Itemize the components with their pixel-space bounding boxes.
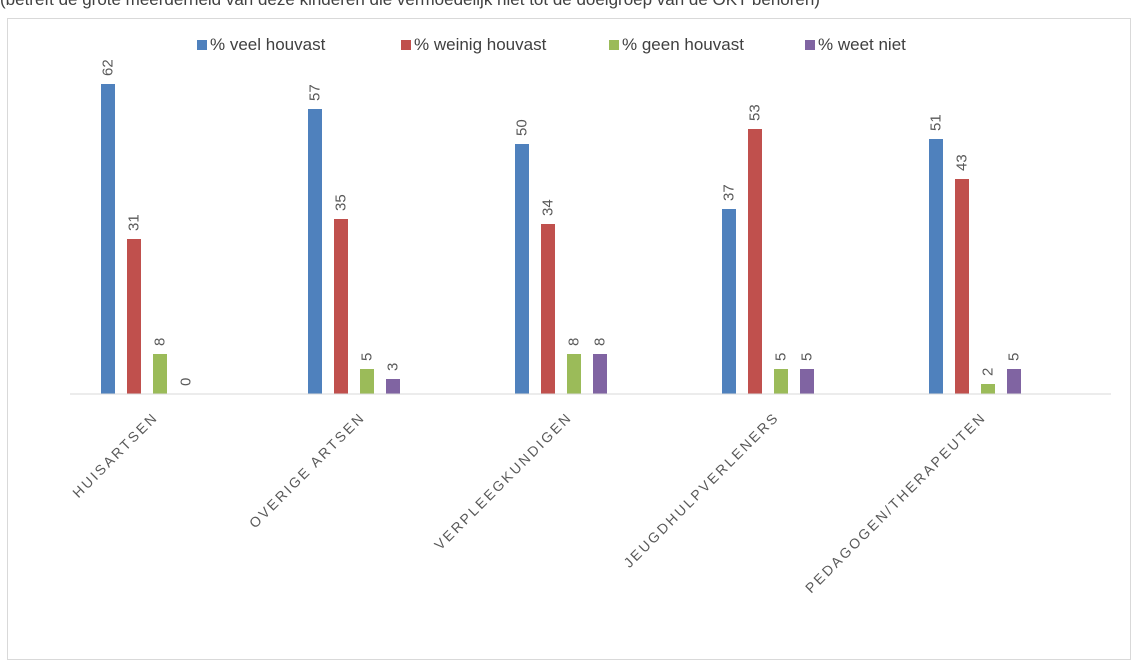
data-label-pedagogen-therapeuten-weinig-houvast: 43 <box>954 154 971 171</box>
bar-verpleegkundigen-weet-niet <box>593 354 607 394</box>
category-label-pedagogen-therapeuten: PEDAGOGEN/THERAPEUTEN <box>802 409 989 596</box>
legend: % veel houvast % weinig houvast % geen hou… <box>197 35 906 54</box>
data-label-overige-artsen-weet-niet: 3 <box>385 363 402 371</box>
bar-overige-artsen-weet-niet <box>386 379 400 394</box>
bar-chart: % veel houvast % weinig houvast % geen hou… <box>69 35 1111 596</box>
legend-swatch-weinig-houvast <box>401 40 411 50</box>
category-label-overige-artsen: OVERIGE ARTSEN <box>246 409 368 531</box>
bar-pedagogen-therapeuten-geen-houvast <box>981 384 995 394</box>
data-label-verpleegkundigen-weet-niet: 8 <box>592 338 609 346</box>
bar-jeugdhulpverleners-weet-niet <box>800 369 814 394</box>
data-label-overige-artsen-geen-houvast: 5 <box>359 353 376 361</box>
data-label-pedagogen-therapeuten-geen-houvast: 2 <box>980 368 997 376</box>
data-label-verpleegkundigen-weinig-houvast: 34 <box>540 199 557 216</box>
data-label-pedagogen-therapeuten-weet-niet: 5 <box>1006 353 1023 361</box>
data-label-verpleegkundigen-geen-houvast: 8 <box>566 338 583 346</box>
bar-pedagogen-therapeuten-weet-niet <box>1007 369 1021 394</box>
chart-frame: % veel houvast % weinig houvast % geen hou… <box>7 18 1131 660</box>
data-label-huisartsen-weinig-houvast: 31 <box>126 214 143 231</box>
bar-overige-artsen-veel-houvast <box>308 109 322 394</box>
data-label-overige-artsen-veel-houvast: 57 <box>307 84 324 101</box>
category-label-jeugdhulpverleners: JEUGDHULPVERLENERS <box>620 409 782 571</box>
legend-swatch-geen-houvast <box>609 40 619 50</box>
bars <box>101 84 1021 394</box>
bar-verpleegkundigen-veel-houvast <box>515 144 529 394</box>
legend-label-geen-houvast: % geen houvast <box>622 35 744 54</box>
category-labels: HUISARTSEN OVERIGE ARTSEN VERPLEEGKUNDIGEN… <box>69 409 989 596</box>
bar-jeugdhulpverleners-geen-houvast <box>774 369 788 394</box>
bar-verpleegkundigen-weinig-houvast <box>541 224 555 394</box>
bar-huisartsen-geen-houvast <box>153 354 167 394</box>
legend-swatch-veel-houvast <box>197 40 207 50</box>
bar-overige-artsen-geen-houvast <box>360 369 374 394</box>
bar-pedagogen-therapeuten-veel-houvast <box>929 139 943 394</box>
bar-jeugdhulpverleners-weinig-houvast <box>748 129 762 394</box>
bar-huisartsen-veel-houvast <box>101 84 115 394</box>
data-label-huisartsen-geen-houvast: 8 <box>152 338 169 346</box>
category-label-huisartsen: HUISARTSEN <box>69 409 161 501</box>
data-label-jeugdhulpverleners-weinig-houvast: 53 <box>747 104 764 121</box>
legend-label-weet-niet: % weet niet <box>818 35 906 54</box>
bar-overige-artsen-weinig-houvast <box>334 219 348 394</box>
category-label-verpleegkundigen: VERPLEEGKUNDIGEN <box>431 409 575 553</box>
legend-label-veel-houvast: % veel houvast <box>210 35 326 54</box>
data-label-jeugdhulpverleners-weet-niet: 5 <box>799 353 816 361</box>
bar-jeugdhulpverleners-veel-houvast <box>722 209 736 394</box>
legend-label-weinig-houvast: % weinig houvast <box>414 35 547 54</box>
bar-verpleegkundigen-geen-houvast <box>567 354 581 394</box>
data-label-jeugdhulpverleners-veel-houvast: 37 <box>721 184 738 201</box>
chart-caption: (betreft de grote meerderheid van deze k… <box>0 0 820 10</box>
data-label-jeugdhulpverleners-geen-houvast: 5 <box>773 353 790 361</box>
data-label-overige-artsen-weinig-houvast: 35 <box>333 194 350 211</box>
bar-huisartsen-weinig-houvast <box>127 239 141 394</box>
data-label-verpleegkundigen-veel-houvast: 50 <box>514 119 531 136</box>
data-label-huisartsen-veel-houvast: 62 <box>100 59 117 76</box>
data-label-pedagogen-therapeuten-veel-houvast: 51 <box>928 114 945 131</box>
legend-swatch-weet-niet <box>805 40 815 50</box>
data-label-huisartsen-weet-niet: 0 <box>178 378 195 386</box>
bar-pedagogen-therapeuten-weinig-houvast <box>955 179 969 394</box>
